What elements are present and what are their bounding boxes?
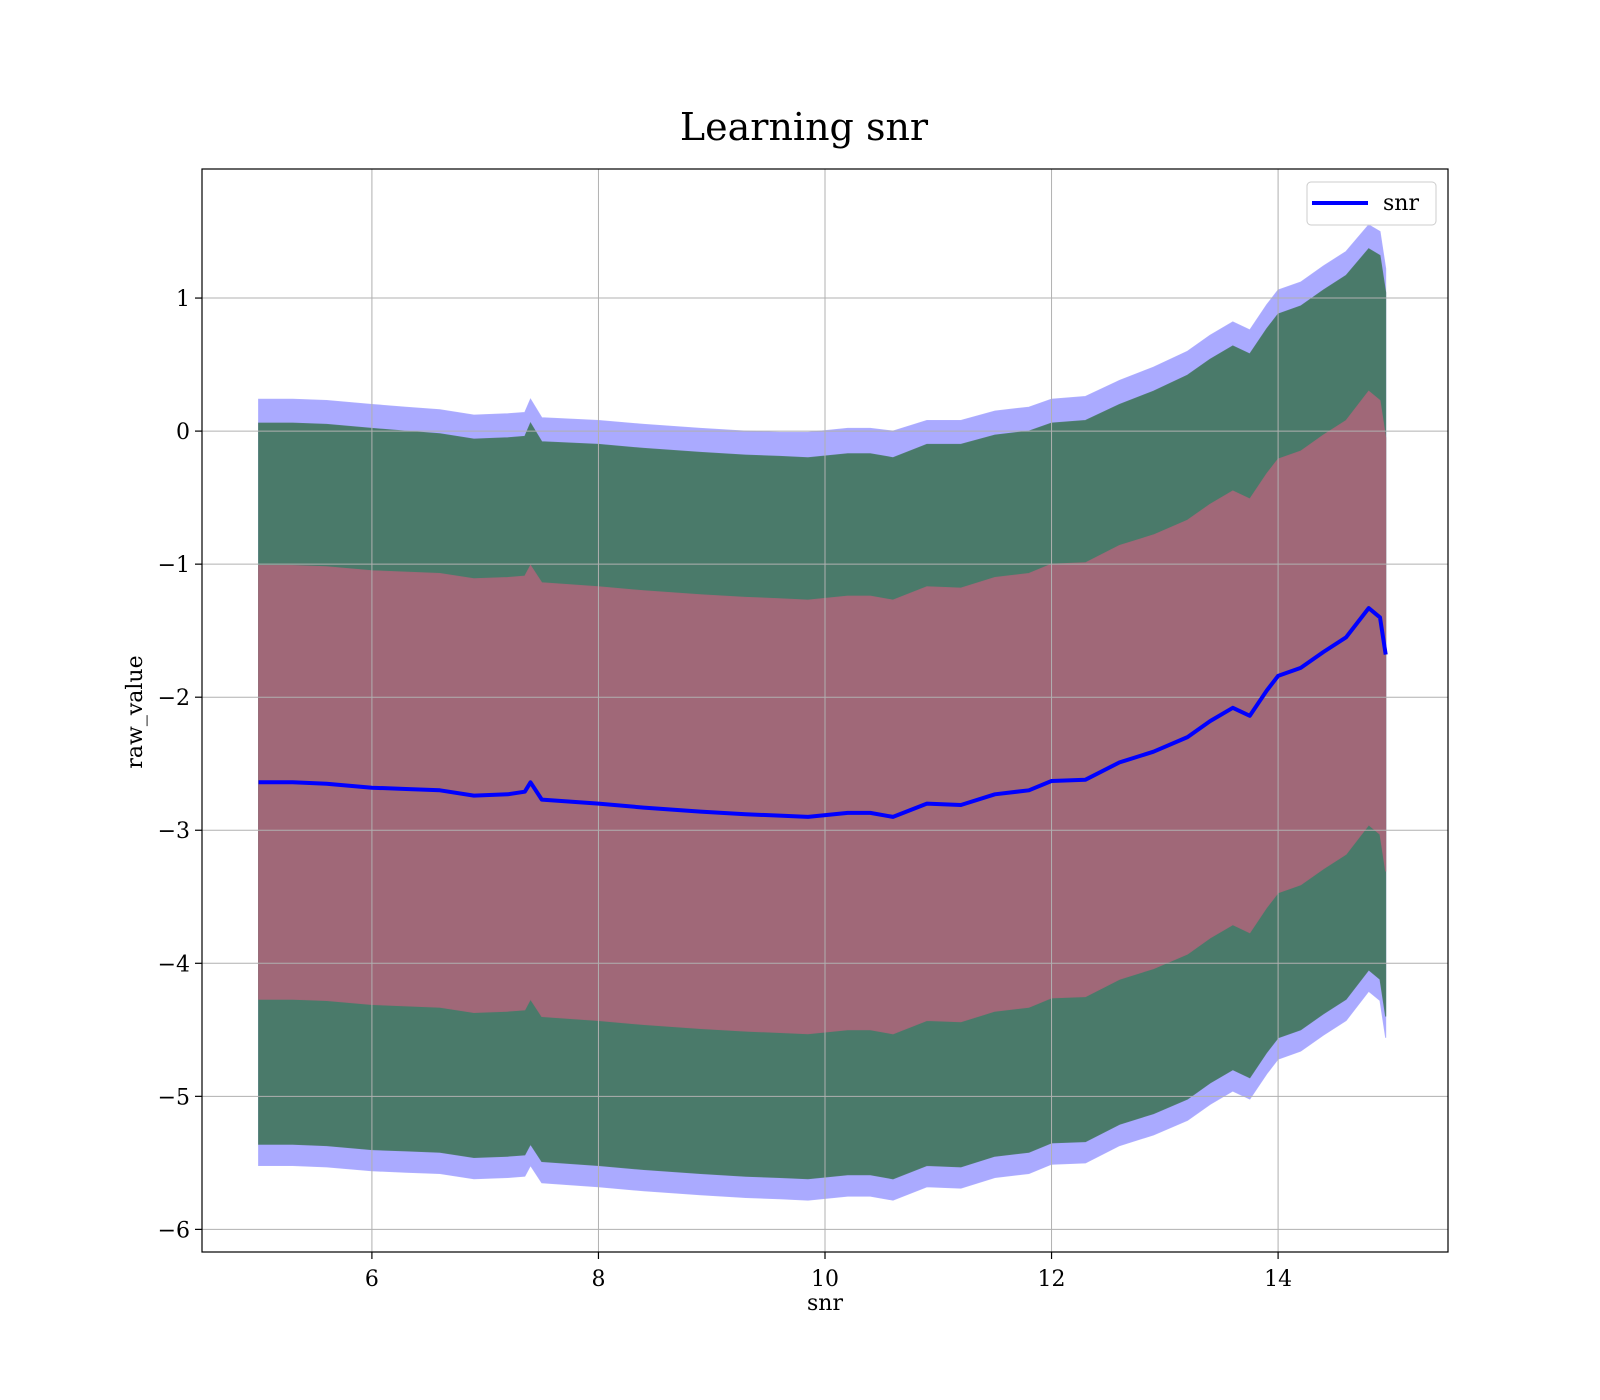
- grid-lines: [202, 169, 1448, 1252]
- y-axis-label: raw_value: [123, 655, 148, 768]
- x-tick-label-3: 12: [1038, 1267, 1066, 1292]
- series-line-snr: [258, 606, 1388, 819]
- y-tick-label-0: −6: [158, 1218, 190, 1243]
- y-tick-label-3: −3: [158, 819, 190, 844]
- y-tick-label-4: −2: [158, 686, 190, 711]
- band-2: [258, 390, 1387, 1035]
- confidence-bands: [258, 224, 1387, 1201]
- x-tick-label-2: 10: [811, 1267, 839, 1292]
- y-tick-label-2: −4: [158, 952, 190, 977]
- x-tick-label-1: 8: [591, 1267, 605, 1292]
- legend-label-snr: snr: [1383, 191, 1419, 216]
- y-axis-ticks: −6 −5 −4 −3 −2 −1 0 1: [158, 287, 202, 1243]
- y-tick-label-5: −1: [158, 553, 190, 578]
- legend-box: [1306, 181, 1437, 226]
- y-tick-label-7: 1: [176, 287, 190, 312]
- x-tick-label-0: 6: [365, 1267, 379, 1292]
- chart-title: Learning snr: [680, 105, 929, 149]
- x-axis-ticks: 6 8 10 12 14: [365, 1252, 1292, 1292]
- x-axis-label: snr: [807, 1291, 843, 1316]
- series-lines: [258, 606, 1388, 819]
- y-tick-label-6: 0: [176, 420, 190, 445]
- legend: snr: [1306, 181, 1437, 226]
- y-tick-label-1: −5: [158, 1085, 190, 1110]
- x-tick-label-4: 14: [1264, 1267, 1292, 1292]
